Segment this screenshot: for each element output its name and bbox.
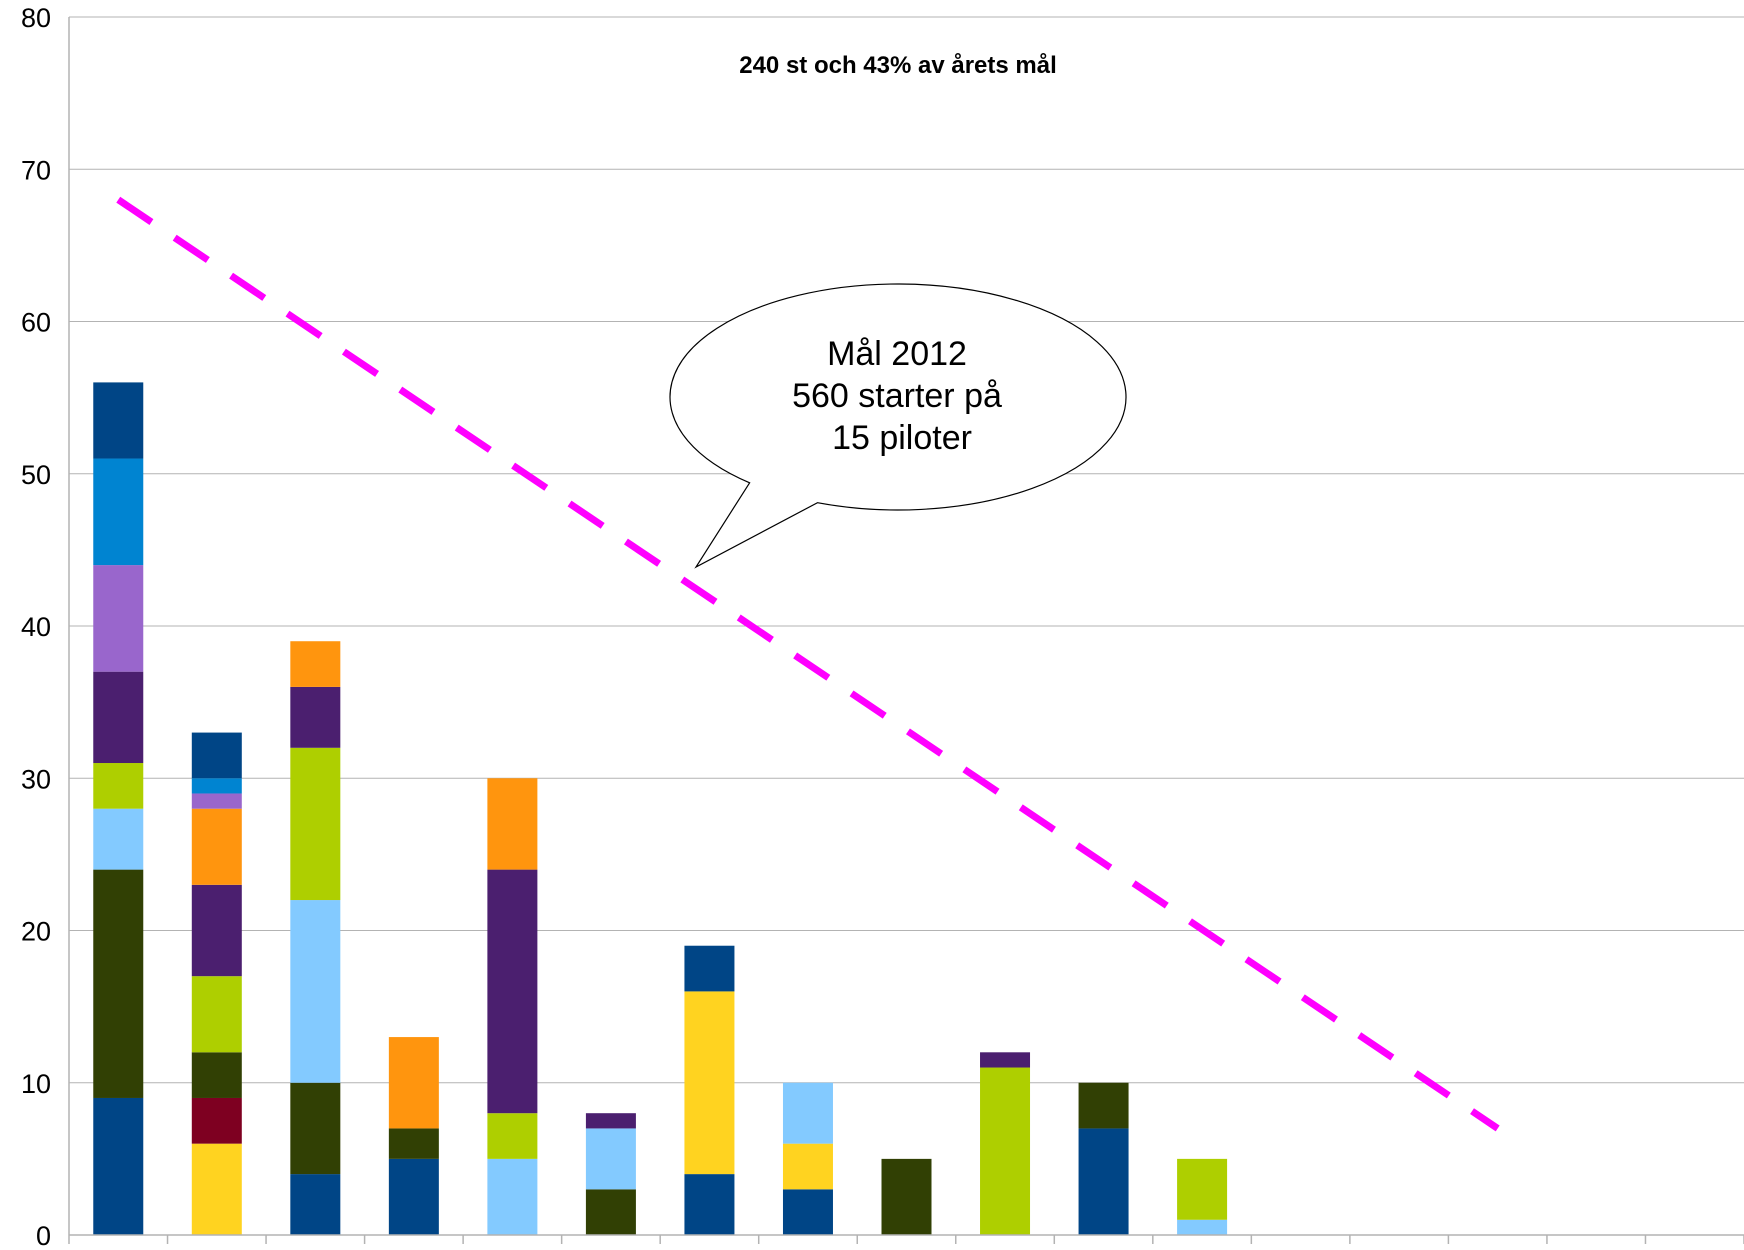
- callout-line-1: Mål 2012: [827, 335, 967, 373]
- bar-7-segment-1: [684, 1174, 735, 1235]
- bar-12-segment-1: [1177, 1219, 1228, 1235]
- bar-8-segment-3: [782, 1082, 833, 1144]
- bar-9-segment-1: [881, 1158, 932, 1235]
- y-tick-label-60: 60: [21, 308, 51, 338]
- bar-12-segment-2: [1177, 1158, 1228, 1220]
- y-tick-label-0: 0: [36, 1221, 51, 1250]
- bar-2-segment-5: [191, 884, 242, 977]
- bar-6-segment-1: [585, 1189, 636, 1235]
- bar-5-segment-1: [487, 1158, 538, 1235]
- bar-3-segment-1: [290, 1174, 341, 1235]
- bar-1-segment-5: [93, 671, 144, 764]
- bar-3-segment-6: [290, 641, 341, 687]
- y-tick-label-50: 50: [21, 460, 51, 490]
- bar-10-segment-2: [980, 1052, 1031, 1068]
- bar-11-segment-1: [1078, 1128, 1129, 1235]
- bar-3-segment-5: [290, 686, 341, 748]
- bar-2-segment-6: [191, 808, 242, 885]
- y-tick-labels: 0 10 20 30 40 50 60 70 80: [21, 3, 51, 1250]
- y-tick-label-70: 70: [21, 155, 51, 185]
- y-tick-label-10: 10: [21, 1069, 51, 1099]
- bar-series: [93, 382, 1228, 1235]
- chart-title: 240 st och 43% av årets mål: [739, 52, 1057, 79]
- bar-2-segment-1: [191, 1143, 242, 1235]
- bar-1-segment-3: [93, 808, 144, 870]
- y-tick-label-30: 30: [21, 764, 51, 794]
- bar-2-segment-2: [191, 1097, 242, 1144]
- bar-8-segment-2: [782, 1143, 833, 1190]
- bar-10-segment-1: [980, 1067, 1031, 1235]
- bar-5-segment-2: [487, 1113, 538, 1159]
- bar-5-segment-3: [487, 869, 538, 1114]
- bar-2-segment-8: [191, 778, 242, 794]
- bar-2-segment-3: [191, 1052, 242, 1098]
- callout-bubble: Mål 2012 560 starter på 15 piloter: [669, 283, 1127, 569]
- bar-2-segment-9: [191, 732, 242, 779]
- bar-6-segment-3: [585, 1113, 636, 1129]
- bar-4-segment-3: [388, 1037, 439, 1129]
- axes: [68, 17, 1744, 1244]
- bar-1-segment-8: [93, 382, 144, 459]
- bar-1-segment-4: [93, 763, 144, 809]
- callout-shape: [669, 283, 1127, 569]
- bar-3-segment-2: [290, 1082, 341, 1175]
- bar-11-segment-2: [1078, 1082, 1129, 1129]
- bar-1-segment-7: [93, 458, 144, 566]
- y-tick-label-80: 80: [21, 3, 51, 33]
- callout-line-2: 560 starter på: [792, 377, 1002, 415]
- bar-6-segment-2: [585, 1128, 636, 1190]
- bar-8-segment-1: [782, 1189, 833, 1235]
- bar-1-segment-6: [93, 565, 144, 672]
- bar-2-segment-7: [191, 793, 242, 809]
- bar-7-segment-2: [684, 991, 735, 1175]
- bar-2-segment-4: [191, 976, 242, 1053]
- bar-1-segment-2: [93, 869, 144, 1098]
- bar-1-segment-1: [93, 1097, 144, 1235]
- bar-4-segment-1: [388, 1158, 439, 1235]
- bar-3-segment-3: [290, 900, 341, 1083]
- bar-4-segment-2: [388, 1128, 439, 1159]
- bar-7-segment-3: [684, 945, 735, 992]
- bar-3-segment-4: [290, 747, 341, 901]
- y-tick-label-20: 20: [21, 917, 51, 947]
- bar-5-segment-4: [487, 778, 538, 870]
- target-dashed-line: [116, 196, 1500, 1132]
- callout-line-3: 15 piloter: [832, 419, 972, 457]
- y-tick-label-40: 40: [21, 612, 51, 642]
